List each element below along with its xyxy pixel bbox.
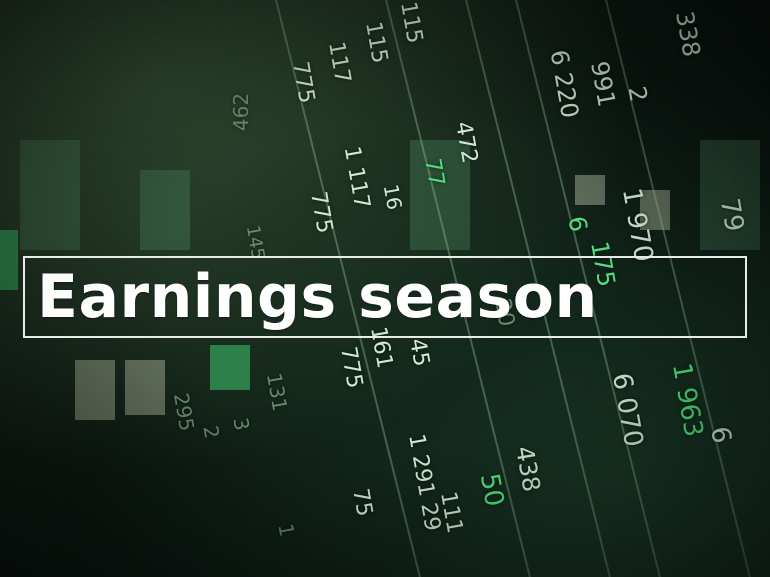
ticker-number: 77 (419, 156, 449, 189)
search-bar (23, 256, 770, 338)
ticker-number: 115 (395, 0, 427, 46)
ticker-bar (210, 345, 250, 390)
ticker-number: 131 (261, 371, 293, 413)
ticker-number: 2 (622, 84, 653, 104)
ticker-number: 3 (228, 415, 255, 433)
ticker-bar (20, 140, 80, 250)
ticker-bar (0, 230, 18, 290)
ticker-number: 6 (562, 214, 593, 234)
ticker-number: 45 (404, 336, 434, 369)
ticker-number: 50 (473, 471, 510, 509)
ticker-number: 462 (229, 92, 254, 132)
ticker-number: 79 (713, 196, 750, 234)
ticker-number: 6 070 (605, 370, 649, 450)
search-input[interactable] (25, 258, 770, 336)
ticker-number: 117 (323, 39, 355, 86)
ticker-number: 1 963 (665, 360, 709, 440)
ticker-number: 338 (670, 9, 706, 59)
ticker-number: 115 (360, 19, 392, 66)
ticker-number: 775 (305, 189, 337, 236)
ticker-number: 6 220 (544, 47, 585, 121)
ticker-number: 2 (198, 423, 225, 441)
ticker-bar (575, 175, 605, 205)
ticker-bar (75, 360, 115, 420)
ticker-number: 991 (585, 59, 621, 109)
ticker-bar (700, 140, 760, 250)
ticker-number: 1 (273, 521, 300, 539)
ticker-bar (125, 360, 165, 415)
ticker-number: 1 117 (338, 144, 375, 211)
ticker-number: 75 (347, 486, 377, 519)
ticker-number: 295 (168, 391, 200, 433)
ticker-number: 775 (287, 59, 319, 106)
ticker-number: 16 (378, 182, 407, 212)
ticker-number: 6 (704, 424, 737, 446)
ticker-bar (140, 170, 190, 250)
ticker-number: 438 (510, 444, 546, 494)
